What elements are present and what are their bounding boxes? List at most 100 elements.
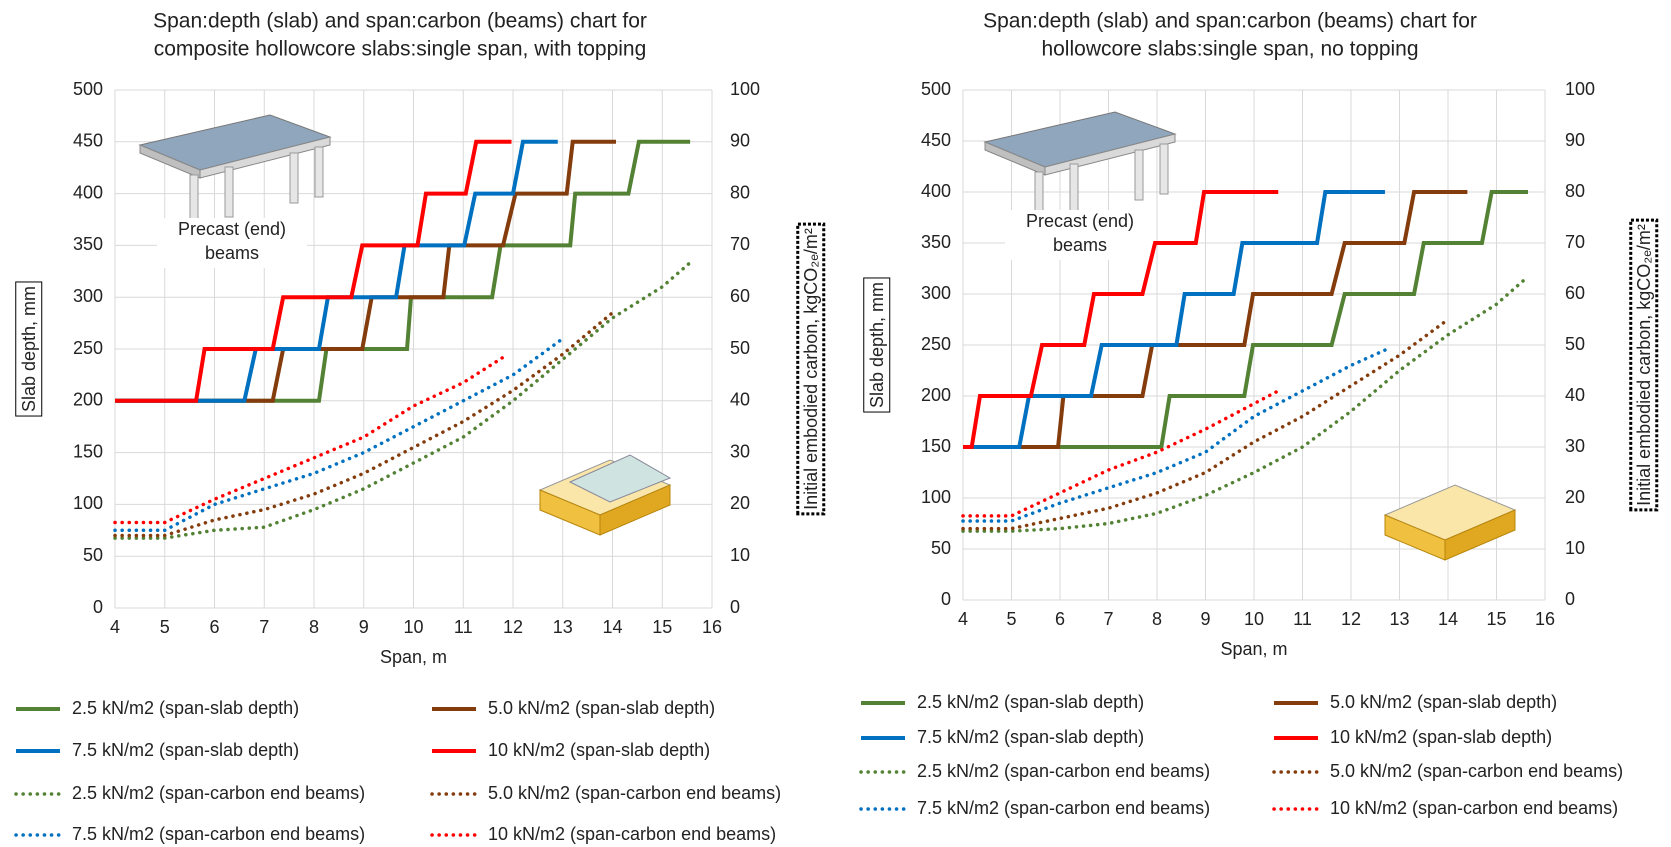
y-tick-label: 500 [73,79,103,99]
y2-tick-label: 70 [730,234,750,254]
y2-tick-label: 0 [730,597,740,617]
y-tick-label: 200 [73,390,103,410]
slab-illustration [538,454,672,536]
y-label-box [15,281,43,417]
x-tick-label: 13 [1389,609,1409,629]
y2-tick-label: 0 [1565,589,1575,609]
x-tick-label: 16 [702,617,722,637]
legend-label: 10 kN/m2 (span-slab depth) [488,740,710,760]
series-line [113,336,565,533]
x-tick-label: 12 [1341,609,1361,629]
x-axis-label: Span, m [380,647,447,667]
x-tick-label: 15 [652,617,672,637]
x-tick-label: 6 [209,617,219,637]
column [1069,163,1079,215]
series-line [115,139,616,403]
x-tick-label: 11 [1293,609,1312,629]
y2-tick-label: 80 [730,182,750,202]
x-tick-label: 12 [503,617,523,637]
y-tick-label: 350 [73,234,103,254]
legend-label: 2.5 kN/m2 (span-slab depth) [917,692,1144,712]
y-tick-label: 200 [921,385,951,405]
x-axis-label: Span, m [1220,639,1287,659]
y2-tick-label: 30 [1565,436,1585,456]
series-line [115,139,691,403]
series-line [961,317,1450,531]
legend-label: 7.5 kN/m2 (span-slab depth) [72,740,299,760]
series-line [961,276,1528,533]
x-tick-label: 14 [602,617,622,637]
legend-label: 5.0 kN/m2 (span-slab depth) [488,698,715,718]
y-tick-label: 100 [73,493,103,513]
legend-label: 2.5 kN/m2 (span-carbon end beams) [917,761,1210,781]
x-tick-label: 15 [1486,609,1506,629]
annotation: Precast (end) [178,219,286,239]
legend-label: 10 kN/m2 (span-carbon end beams) [1330,798,1618,818]
x-tick-label: 4 [958,609,968,629]
series-line [113,352,510,525]
series-line [963,190,1279,449]
x-tick-label: 8 [309,617,319,637]
y2-axis-label: Initial embodied carbon, kgCO₂ₑ/m² [1634,224,1654,506]
y-tick-label: 50 [83,545,103,565]
y-tick-label: 50 [931,538,951,558]
column [289,152,299,204]
annotation: beams [1053,235,1107,255]
slab-illustration [1383,484,1517,561]
chart-title: Span:depth (slab) and span:carbon (beams… [983,10,1477,33]
block-side [1444,509,1516,561]
y2-tick-label: 80 [1565,181,1585,201]
x-tick-label: 5 [160,617,170,637]
legend-label: 5.0 kN/m2 (span-carbon end beams) [488,783,781,803]
y2-tick-label: 30 [730,441,750,461]
y2-label-box [1629,218,1659,512]
x-tick-label: 10 [403,617,423,637]
y2-tick-label: 20 [730,493,750,513]
y2-tick-label: 100 [1565,79,1595,99]
y2-tick-label: 20 [1565,487,1585,507]
y-tick-label: 350 [921,232,951,252]
column [1134,149,1144,201]
legend-label: 7.5 kN/m2 (span-carbon end beams) [917,798,1210,818]
column [189,174,199,226]
y-axis-label: Slab depth, mm [19,286,39,412]
y-tick-label: 250 [921,334,951,354]
x-tick-label: 7 [259,617,269,637]
y-tick-label: 400 [73,182,103,202]
y2-tick-label: 70 [1565,232,1585,252]
annotation: beams [205,243,259,263]
column [314,146,324,198]
chart-title: Span:depth (slab) and span:carbon (beams… [153,10,647,33]
x-tick-label: 13 [553,617,573,637]
y2-tick-label: 90 [730,131,750,151]
x-tick-label: 6 [1055,609,1065,629]
y2-tick-label: 90 [1565,130,1585,150]
y-tick-label: 100 [921,487,951,507]
annotation: Precast (end) [1026,211,1134,231]
y2-tick-label: 40 [730,390,750,410]
series-line [961,348,1387,523]
legend-label: 10 kN/m2 (span-carbon end beams) [488,824,776,844]
series-line [113,259,694,540]
y-tick-label: 150 [921,436,951,456]
legend-label: 5.0 kN/m2 (span-carbon end beams) [1330,761,1623,781]
y2-label-box [796,222,826,516]
slab-side [984,141,1046,176]
y-tick-label: 300 [73,286,103,306]
chart-title: hollowcore slabs:single span, no topping [1041,38,1418,61]
x-tick-label: 9 [359,617,369,637]
y-tick-label: 450 [73,131,103,151]
x-tick-label: 10 [1244,609,1264,629]
x-tick-label: 16 [1535,609,1555,629]
y-tick-label: 500 [921,79,951,99]
y2-tick-label: 10 [730,545,750,565]
y-tick-label: 0 [941,589,951,609]
block-side [599,484,671,536]
y-tick-label: 450 [921,130,951,150]
y2-tick-label: 10 [1565,538,1585,558]
x-tick-label: 8 [1152,609,1162,629]
y2-tick-label: 50 [1565,334,1585,354]
legend-label: 7.5 kN/m2 (span-slab depth) [917,727,1144,747]
x-tick-label: 7 [1103,609,1113,629]
